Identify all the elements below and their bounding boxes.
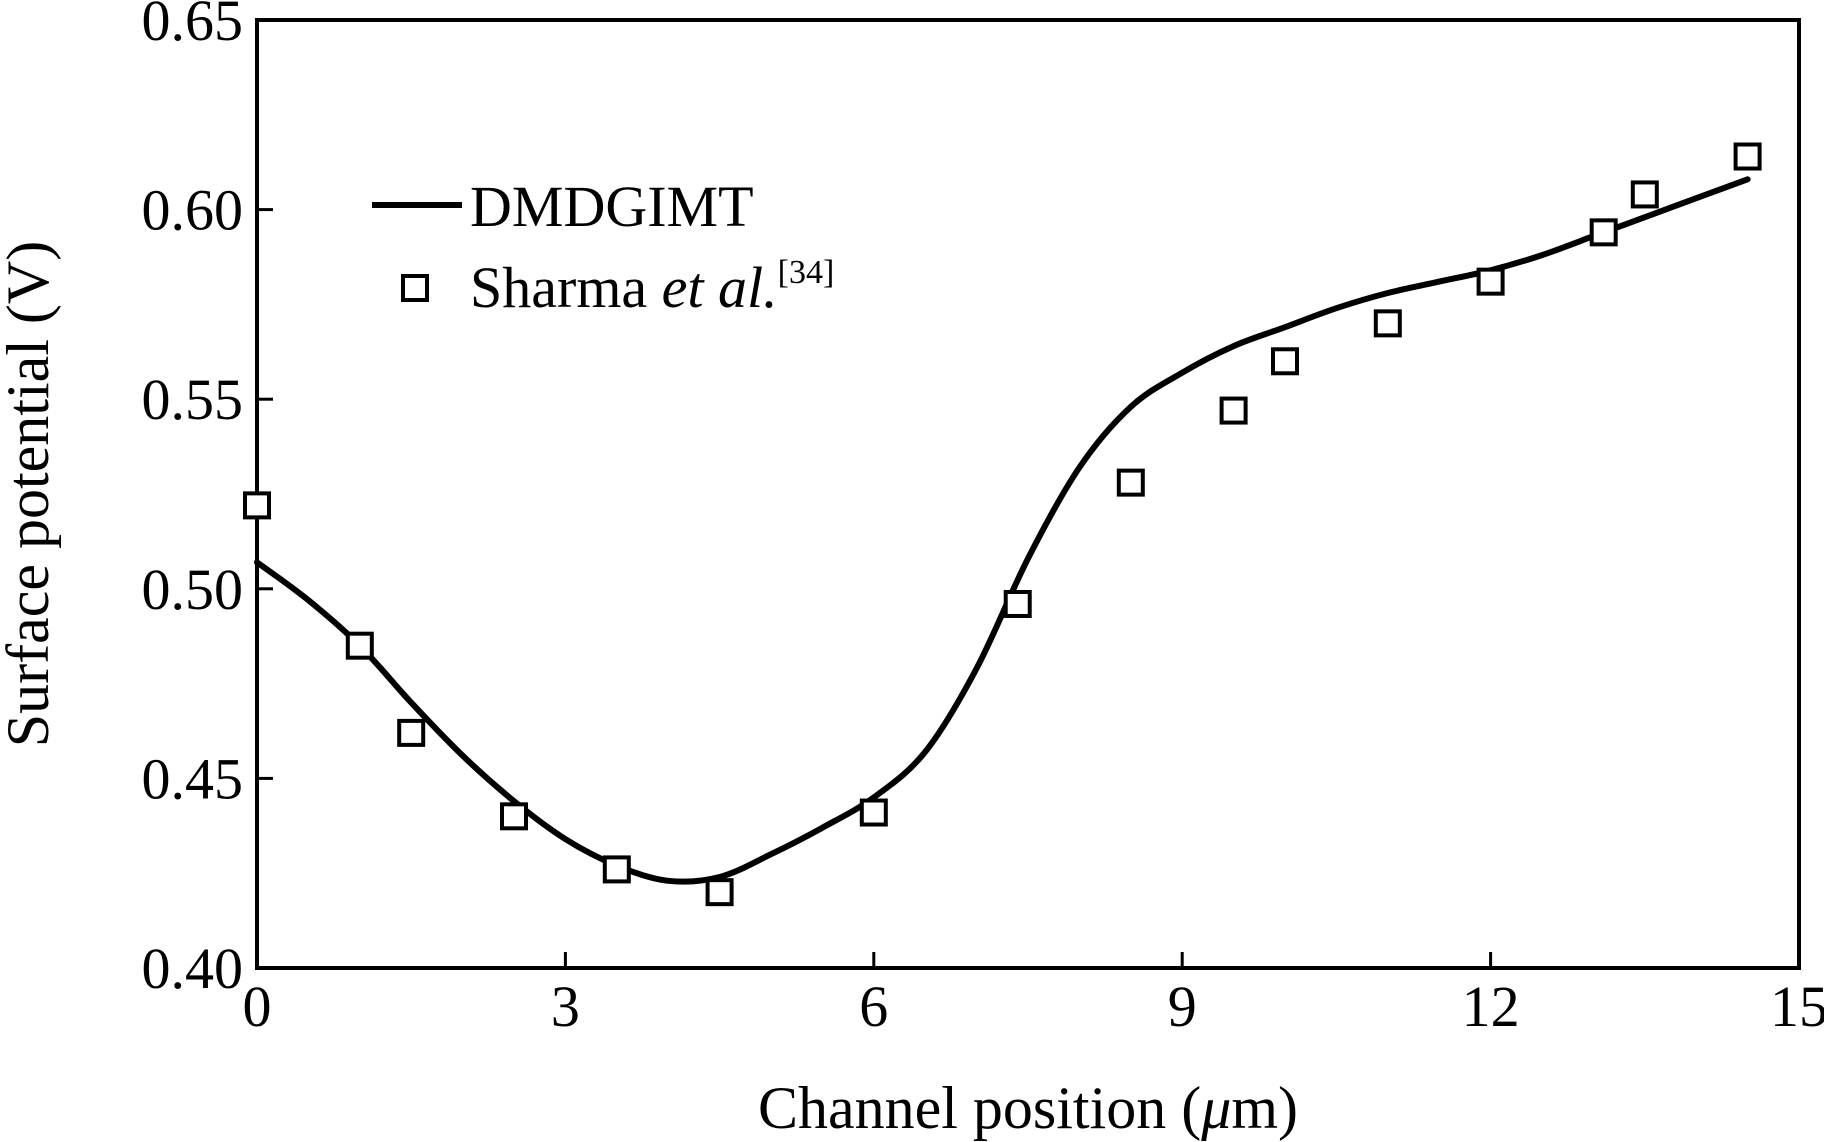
legend-sharma-name: Sharma: [470, 255, 662, 320]
data-point-marker: [500, 802, 528, 831]
data-point-marker: [1373, 309, 1402, 338]
x-axis-title: Channel position (μm): [758, 1075, 1298, 1141]
y-axis-title: Surface potential (V): [0, 241, 61, 747]
data-point-marker: [1589, 218, 1618, 247]
y-tick-label-0.60: 0.60: [142, 178, 244, 243]
data-point-marker: [1733, 142, 1762, 171]
legend-label-sharma: Sharma et al.[34]: [470, 254, 834, 320]
x-axis-ticks: [255, 952, 1801, 968]
x-tick-label-12: 12: [1462, 974, 1520, 1039]
x-tick-label-15: 15: [1770, 974, 1824, 1039]
legend-sharma-etal: et al.: [662, 255, 778, 320]
y-tick-label-0.65: 0.65: [142, 0, 244, 53]
data-point-marker: [397, 718, 426, 747]
x-tick-label-6: 6: [859, 974, 888, 1039]
y-tick-label-0.40: 0.40: [142, 936, 244, 1001]
data-point-marker: [602, 855, 631, 884]
legend: DMDGIMT Sharma et al.[34]: [372, 174, 834, 320]
legend-square-swatch: [401, 274, 429, 302]
data-point-marker: [859, 798, 888, 827]
y-tick-label-0.45: 0.45: [142, 746, 244, 811]
y-tick-label-0.55: 0.55: [142, 367, 244, 432]
x-axis-title-part-3: m): [1231, 1075, 1298, 1141]
y-tick-label-0.50: 0.50: [142, 557, 244, 622]
legend-label-dmdgimt: DMDGIMT: [470, 174, 754, 239]
x-tick-label-9: 9: [1168, 974, 1197, 1039]
legend-sharma-ref: [34]: [778, 254, 835, 291]
data-point-marker: [1271, 347, 1299, 376]
data-point-marker: [1116, 468, 1145, 497]
y-axis-tick-labels: 0.40 0.45 0.50 0.55 0.60 0.65: [142, 0, 244, 1001]
y-axis-ticks: [257, 18, 273, 970]
x-tick-label-3: 3: [551, 974, 580, 1039]
data-point-marker: [1219, 396, 1248, 425]
x-tick-label-0: 0: [243, 974, 272, 1039]
plot-area-border: [255, 18, 1801, 970]
data-point-marker: [243, 491, 271, 520]
data-point-marker: [345, 631, 374, 660]
data-point-marker: [1003, 589, 1032, 618]
plot-frame: [255, 18, 1801, 970]
data-point-marker: [1476, 267, 1505, 296]
x-axis-tick-labels: 0 3 6 9 12 15: [243, 974, 1824, 1039]
x-axis-title-part-1: Channel position (: [758, 1075, 1201, 1141]
data-point-marker: [1630, 180, 1659, 209]
series-sharma-markers: [243, 142, 1762, 907]
x-axis-title-mu: μ: [1200, 1075, 1231, 1141]
data-point-marker: [705, 878, 734, 907]
